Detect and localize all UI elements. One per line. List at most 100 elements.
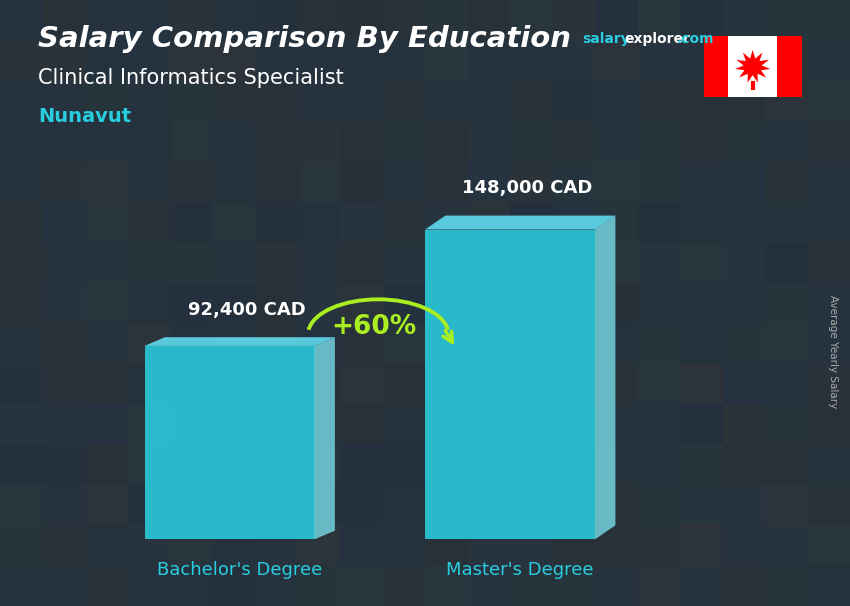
Bar	[85, 121, 128, 162]
Bar	[340, 202, 382, 242]
Bar	[680, 444, 722, 485]
Bar	[170, 162, 212, 202]
Bar	[340, 323, 382, 364]
Bar	[42, 81, 85, 121]
Bar	[42, 364, 85, 404]
Bar	[42, 242, 85, 283]
Bar	[382, 41, 425, 81]
Bar	[808, 202, 850, 242]
Bar	[765, 323, 808, 364]
Bar	[128, 364, 170, 404]
Bar	[0, 202, 42, 242]
Bar	[298, 202, 340, 242]
Bar	[255, 202, 298, 242]
Bar	[680, 404, 722, 444]
Bar	[595, 485, 638, 525]
Bar	[212, 485, 255, 525]
Bar	[212, 242, 255, 283]
Bar	[298, 404, 340, 444]
Bar	[0, 404, 42, 444]
Bar	[170, 525, 212, 565]
Bar	[255, 364, 298, 404]
Bar	[680, 565, 722, 606]
Bar	[255, 444, 298, 485]
Bar	[298, 283, 340, 323]
Bar	[510, 162, 552, 202]
Text: Bachelor's Degree: Bachelor's Degree	[157, 561, 322, 579]
Bar	[595, 364, 638, 404]
Bar	[42, 485, 85, 525]
Bar	[212, 41, 255, 81]
Bar	[255, 0, 298, 41]
Bar	[298, 565, 340, 606]
Bar	[468, 444, 510, 485]
Bar	[170, 202, 212, 242]
Bar	[552, 41, 595, 81]
Bar	[552, 242, 595, 283]
Bar	[85, 485, 128, 525]
Bar	[425, 0, 468, 41]
Bar	[704, 36, 728, 97]
Bar	[382, 323, 425, 364]
Bar	[638, 485, 680, 525]
Text: +60%: +60%	[332, 314, 416, 340]
Bar	[468, 364, 510, 404]
Bar	[85, 404, 128, 444]
Bar	[425, 525, 468, 565]
Bar	[510, 565, 552, 606]
Bar	[595, 0, 638, 41]
Bar	[340, 283, 382, 323]
Bar	[298, 162, 340, 202]
Bar	[510, 323, 552, 364]
Bar	[212, 323, 255, 364]
Bar	[552, 444, 595, 485]
Bar	[765, 283, 808, 323]
Bar	[382, 121, 425, 162]
Bar	[552, 202, 595, 242]
Bar	[425, 283, 468, 323]
Bar	[638, 202, 680, 242]
Bar	[680, 242, 722, 283]
Bar	[765, 162, 808, 202]
Bar	[468, 283, 510, 323]
Bar	[255, 81, 298, 121]
Bar	[425, 81, 468, 121]
Bar	[808, 323, 850, 364]
Bar	[765, 404, 808, 444]
Bar	[340, 525, 382, 565]
Bar	[468, 323, 510, 364]
Bar	[722, 323, 765, 364]
Bar	[425, 41, 468, 81]
Bar	[170, 444, 212, 485]
Bar	[128, 525, 170, 565]
Text: .com: .com	[677, 32, 714, 46]
Bar	[510, 242, 552, 283]
Bar	[510, 41, 552, 81]
Bar	[42, 121, 85, 162]
Bar	[468, 162, 510, 202]
Bar	[340, 41, 382, 81]
Bar	[552, 323, 595, 364]
Bar	[468, 202, 510, 242]
Bar	[808, 565, 850, 606]
Bar	[212, 364, 255, 404]
Bar	[680, 485, 722, 525]
Bar	[85, 525, 128, 565]
Bar	[382, 364, 425, 404]
Bar	[170, 242, 212, 283]
Bar	[552, 0, 595, 41]
Bar	[212, 0, 255, 41]
Bar	[42, 404, 85, 444]
Bar	[722, 242, 765, 283]
Bar	[425, 121, 468, 162]
Bar	[510, 121, 552, 162]
Bar	[212, 444, 255, 485]
Bar	[255, 242, 298, 283]
Bar	[808, 41, 850, 81]
Text: Salary Comparison By Education: Salary Comparison By Education	[38, 25, 571, 53]
Bar	[340, 565, 382, 606]
Bar	[638, 323, 680, 364]
Bar	[510, 444, 552, 485]
Bar	[128, 283, 170, 323]
Bar	[42, 202, 85, 242]
